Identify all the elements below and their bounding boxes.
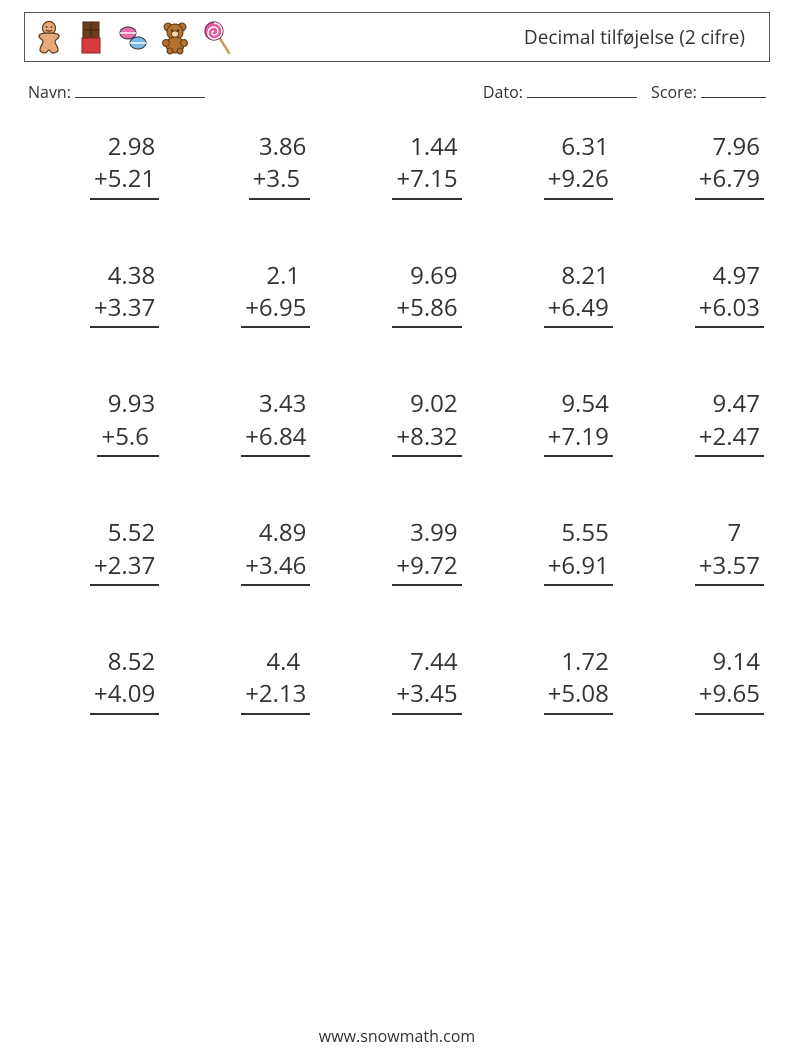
footer-url: www.snowmath.com [24, 1025, 770, 1063]
addend-top: 8.52 [90, 646, 159, 678]
addend-top: 7.44 [392, 646, 461, 678]
addend-top: 6.31 [544, 131, 613, 163]
addend-top: 9.69 [392, 260, 461, 292]
addend-top: 4.89 [241, 517, 310, 549]
addend-top: 3.86 [249, 131, 311, 163]
problem-cell: 8.52+4.09 [30, 646, 159, 715]
problem-cell: 1.44+7.15 [332, 131, 461, 200]
name-label: Navn: [28, 81, 71, 103]
addend-top: 5.55 [544, 517, 613, 549]
header-box: Decimal tilføjelse (2 cifre) [24, 12, 770, 62]
addend-bottom: +9.26 [544, 163, 613, 199]
problem-cell: 3.99+9.72 [332, 517, 461, 586]
addend-bottom: +6.03 [695, 292, 764, 328]
addend-top: 4.38 [90, 260, 159, 292]
problem-cell: 2.98+5.21 [30, 131, 159, 200]
addend-top: 4.4 [241, 646, 310, 678]
name-blank[interactable] [75, 80, 205, 98]
candies-icon [115, 19, 151, 55]
info-row: Navn: Dato: Score: [24, 80, 770, 103]
addend-top: 3.99 [392, 517, 461, 549]
addend-bottom: +3.45 [392, 678, 461, 714]
problem-cell: 9.47+2.47 [635, 388, 764, 457]
addend-bottom: +5.21 [90, 163, 159, 199]
problem-cell: 7 +3.57 [635, 517, 764, 586]
addend-top: 2.1 [241, 260, 310, 292]
problem-cell: 9.54+7.19 [484, 388, 613, 457]
problem-cell: 5.55+6.91 [484, 517, 613, 586]
date-label: Dato: [483, 81, 523, 103]
addend-top: 1.44 [392, 131, 461, 163]
header-icons [31, 19, 235, 55]
problem-cell: 7.44+3.45 [332, 646, 461, 715]
addend-top: 7 [695, 517, 764, 549]
addend-bottom: +6.95 [241, 292, 310, 328]
addend-top: 9.93 [97, 388, 159, 420]
problem-cell: 3.86+3.5 [181, 131, 310, 200]
addend-bottom: +2.37 [90, 550, 159, 586]
addend-top: 9.54 [544, 388, 613, 420]
addend-bottom: +3.46 [241, 550, 310, 586]
addend-bottom: +3.57 [695, 550, 764, 586]
problem-cell: 4.89+3.46 [181, 517, 310, 586]
addend-top: 8.21 [544, 260, 613, 292]
addend-bottom: +2.47 [695, 421, 764, 457]
addend-top: 9.14 [695, 646, 764, 678]
addend-bottom: +9.72 [392, 550, 461, 586]
worksheet-page: Decimal tilføjelse (2 cifre) Navn: Dato:… [0, 0, 794, 1063]
addend-bottom: +2.13 [241, 678, 310, 714]
problem-grid: 2.98+5.21 3.86+3.5 1.44+7.15 6.31+9.26 7.96… [24, 131, 770, 715]
addend-bottom: +8.32 [392, 421, 461, 457]
problem-cell: 4.38+3.37 [30, 260, 159, 329]
addend-bottom: +3.37 [90, 292, 159, 328]
chocolate-icon [73, 19, 109, 55]
date-field: Dato: [483, 80, 637, 103]
addend-top: 9.47 [695, 388, 764, 420]
problem-cell: 3.43+6.84 [181, 388, 310, 457]
addend-bottom: +5.6 [97, 421, 159, 457]
score-field: Score: [651, 80, 766, 103]
addend-top: 4.97 [695, 260, 764, 292]
addend-bottom: +5.86 [392, 292, 461, 328]
worksheet-title: Decimal tilføjelse (2 cifre) [524, 24, 745, 50]
teddy-icon [157, 19, 193, 55]
addend-bottom: +4.09 [90, 678, 159, 714]
addend-bottom: +7.15 [392, 163, 461, 199]
problem-cell: 7.96+6.79 [635, 131, 764, 200]
problem-cell: 6.31+9.26 [484, 131, 613, 200]
problem-cell: 4.4 +2.13 [181, 646, 310, 715]
addend-bottom: +5.08 [544, 678, 613, 714]
problem-cell: 8.21+6.49 [484, 260, 613, 329]
lollipop-icon [199, 19, 235, 55]
addend-top: 2.98 [90, 131, 159, 163]
problem-cell: 2.1 +6.95 [181, 260, 310, 329]
name-field: Navn: [28, 80, 205, 103]
score-blank[interactable] [701, 80, 766, 98]
problem-cell: 1.72+5.08 [484, 646, 613, 715]
problem-cell: 5.52+2.37 [30, 517, 159, 586]
addend-top: 5.52 [90, 517, 159, 549]
problem-cell: 9.14+9.65 [635, 646, 764, 715]
problem-cell: 9.93+5.6 [30, 388, 159, 457]
score-label: Score: [651, 81, 697, 103]
problem-cell: 9.02+8.32 [332, 388, 461, 457]
addend-bottom: +6.84 [241, 421, 310, 457]
addend-bottom: +6.91 [544, 550, 613, 586]
addend-top: 3.43 [241, 388, 310, 420]
addend-bottom: +3.5 [249, 163, 311, 199]
addend-top: 7.96 [695, 131, 764, 163]
addend-bottom: +6.49 [544, 292, 613, 328]
addend-bottom: +6.79 [695, 163, 764, 199]
addend-bottom: +9.65 [695, 678, 764, 714]
gingerbread-icon [31, 19, 67, 55]
addend-top: 9.02 [392, 388, 461, 420]
addend-top: 1.72 [544, 646, 613, 678]
problem-cell: 9.69+5.86 [332, 260, 461, 329]
addend-bottom: +7.19 [544, 421, 613, 457]
problem-cell: 4.97+6.03 [635, 260, 764, 329]
date-blank[interactable] [527, 80, 637, 98]
